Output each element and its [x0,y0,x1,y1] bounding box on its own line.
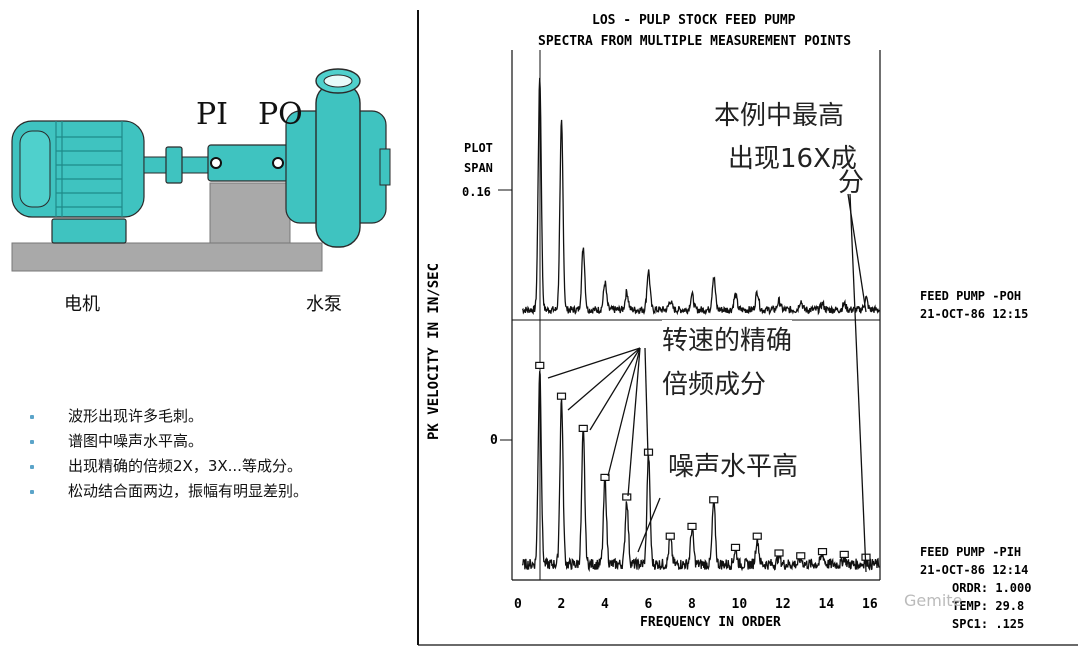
coupling [165,146,183,184]
x-tick-label: 12 [775,597,791,612]
pump-label: 水泵 [306,294,342,315]
peak-marker [600,473,610,481]
chart-title-line2: SPECTRA FROM MULTIPLE MEASUREMENT POINTS [538,34,851,49]
observation-list: 波形出现许多毛刺。 谱图中噪声水平高。 出现精确的倍频2X，3X...等成分。 … [30,404,308,504]
highest-16x-note-line1: 本例中最高 [714,101,845,131]
y-axis-label: PK VELOCITY IN IN/SEC [426,263,442,440]
x-axis-label: FREQUENCY IN ORDER [640,615,781,630]
watermark: Gemite [904,591,963,610]
highest-16x-note-line2: 出现16X成 [728,144,857,174]
noise-high-note: 噪声水平高 [668,452,799,482]
bullet-icon [30,440,34,444]
base-plate [11,242,323,272]
upper-info-line1: FEED PUMP -POH [920,289,1021,303]
lower-info-line3: ORDR: 1.000 [952,581,1031,595]
exact-harmonics-note-line1: 转速的精确 [662,320,793,357]
pi-label: PI [196,97,229,132]
peak-marker [752,532,762,540]
x-tick-label: 2 [558,597,566,612]
lower-info-line5: SPC1: .125 [952,617,1024,631]
zero-label: 0 [490,433,498,448]
lower-info-line2: 21-OCT-86 12:14 [920,563,1028,577]
x-tick-label: 0 [514,597,522,612]
x-tick-label: 10 [732,597,748,612]
po-point [272,157,284,169]
peak-marker [817,547,828,556]
peak-marker [556,392,567,400]
plot-span-label: PLOT [464,141,493,155]
x-tick-label: 4 [601,597,609,612]
plot-span-value: 0.16 [462,185,491,199]
bullet-icon [30,415,34,419]
peak-marker [535,361,545,369]
highest-16x-note-line3: 分 [838,168,865,198]
lower-info-line4: TEMP: 29.8 [952,599,1024,613]
spectrum-line-pih [521,371,880,573]
x-tick-labels: 0 2 4 6 8 10 12 14 16 [514,597,878,612]
plot-span-label2: SPAN [464,161,493,175]
peak-marker [730,543,741,552]
chart-title-line1: LOS - PULP STOCK FEED PUMP [592,13,796,28]
upper-info-line2: 21-OCT-86 12:15 [920,307,1028,321]
pi-point [210,157,222,169]
peak-marker [622,493,632,501]
x-tick-label: 6 [645,597,653,612]
peak-marker [578,424,588,432]
peak-marker [796,552,806,560]
list-item: 谱图中噪声水平高。 [30,429,308,454]
peak-marker [687,522,697,531]
x-tick-label: 16 [862,597,878,612]
exact-harmonics-note-line2: 倍频成分 [662,370,767,400]
peak-marker [839,550,849,559]
list-item: 波形出现许多毛刺。 [30,404,308,429]
pump-pedestal [209,182,291,244]
lower-info-line1: FEED PUMP -PIH [920,545,1021,559]
po-label: PO [258,97,303,132]
peak-marker [709,496,719,504]
peak-marker [774,549,784,557]
peak-marker [665,532,675,540]
x-tick-label: 8 [688,597,696,612]
annotation-arrows [547,193,867,573]
bullet-icon [30,465,34,469]
list-item: 松动结合面两边，振幅有明显差别。 [30,479,308,504]
pump-motor-diagram [11,68,391,272]
x-tick-label: 14 [819,597,835,612]
motor-fins [55,121,123,217]
spectrum-line-poh [521,77,880,316]
bullet-icon [30,490,34,494]
motor-foot [51,218,127,244]
motor-label: 电机 [64,294,100,315]
list-item: 出现精确的倍频2X，3X...等成分。 [30,454,308,479]
